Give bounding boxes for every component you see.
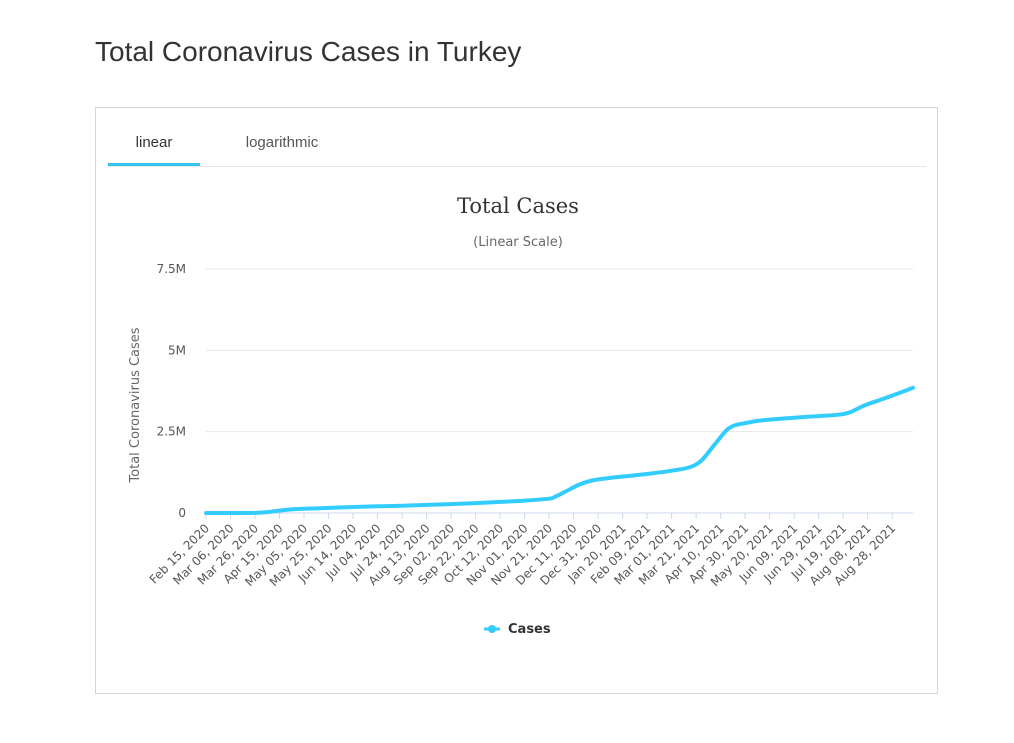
legend[interactable]: Cases: [484, 622, 551, 637]
y-tick-label: 7.5M: [157, 262, 186, 276]
y-tick-label: 2.5M: [157, 425, 186, 439]
tab-logarithmic[interactable]: logarithmic: [245, 134, 319, 151]
chart: Total Cases (Linear Scale) Total Coronav…: [128, 194, 915, 637]
legend-label-cases: Cases: [508, 622, 551, 637]
series-layer: [204, 385, 915, 515]
y-tick-label: 0: [178, 506, 186, 520]
y-axis-ticks: 0 2.5M 5M 7.5M: [157, 262, 186, 520]
y-tick-label: 5M: [168, 343, 186, 357]
tab-linear[interactable]: linear: [108, 108, 200, 166]
chart-panel: linear logarithmic Total Cases (Linear S…: [95, 107, 938, 694]
page-title: Total Coronavirus Cases in Turkey: [95, 36, 522, 67]
chart-subtitle: (Linear Scale): [473, 235, 563, 250]
gridlines: [206, 268, 913, 514]
series-line-cases[interactable]: [204, 385, 915, 515]
legend-swatch-marker: [488, 625, 496, 633]
y-axis-label: Total Coronavirus Cases: [128, 327, 143, 483]
chart-title: Total Cases: [457, 194, 579, 218]
scale-tabs: linear logarithmic: [108, 108, 926, 167]
